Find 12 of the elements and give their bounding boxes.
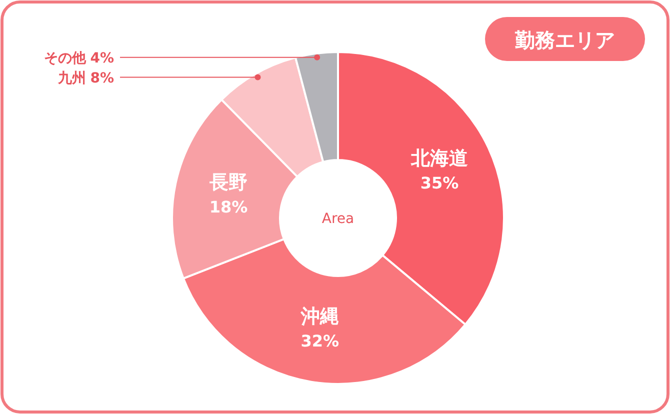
slice-label: 北海道 — [410, 148, 468, 170]
data-label: 35% — [420, 174, 459, 193]
text: 勤務エリア — [514, 28, 615, 52]
text: Area — [322, 211, 354, 227]
slice-label: 沖縄 — [300, 306, 339, 328]
data-label: 8% — [90, 70, 114, 86]
data-label: 32% — [300, 332, 340, 351]
slice-label: その他 — [44, 50, 88, 66]
slice-label: 長野 — [208, 172, 248, 194]
data-label: 18% — [209, 198, 248, 217]
data-label: 4% — [90, 50, 114, 66]
slice-label: 九州 — [57, 70, 86, 86]
